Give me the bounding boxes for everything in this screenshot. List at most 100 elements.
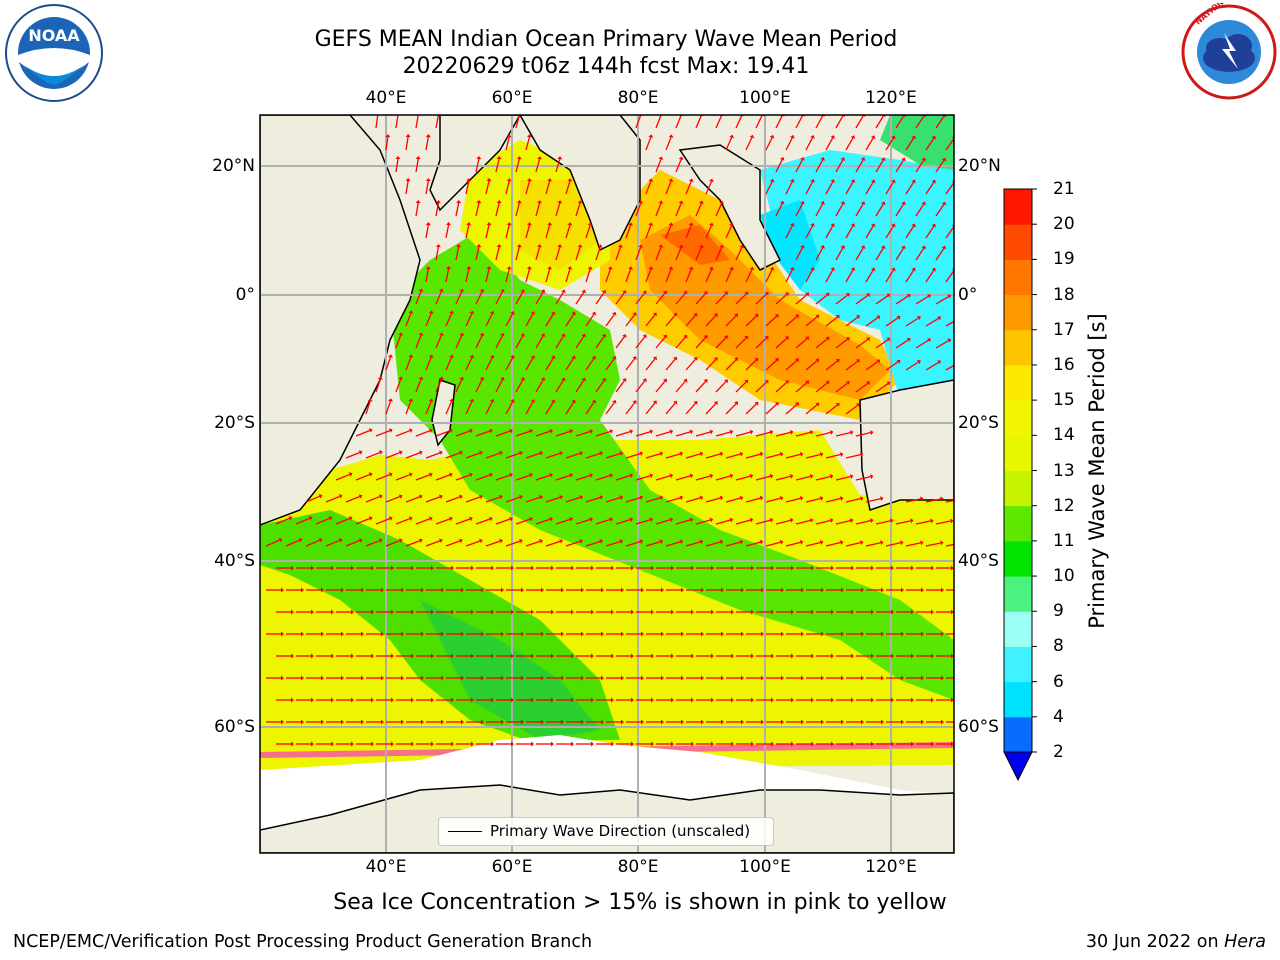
wave-arrow-head [771, 653, 774, 659]
wave-arrow-shaft [705, 403, 717, 415]
wave-arrow-head [771, 741, 774, 747]
wave-arrow-shaft [485, 496, 501, 503]
wave-arrow-shaft [635, 475, 651, 481]
wave-arrow-head [698, 244, 704, 249]
wave-arrow-head [581, 289, 586, 294]
wave-arrow-head [448, 516, 453, 522]
wave-arrow-head [805, 380, 810, 385]
wave-arrow-head [381, 719, 384, 725]
wave-arrow-head [941, 587, 944, 593]
wave-arrow-shaft [695, 431, 711, 437]
wave-arrow-shaft [725, 269, 733, 283]
wave-arrow-head [622, 378, 627, 382]
wave-arrow-shaft [915, 295, 929, 305]
wave-arrow-shaft [795, 431, 811, 437]
wave-arrow-head [321, 675, 324, 681]
wave-arrow-head [421, 587, 424, 593]
wave-arrow-shaft [475, 291, 483, 305]
wave-arrow-head [721, 675, 724, 681]
wave-arrow-shaft [735, 381, 747, 393]
wave-arrow-shaft [495, 518, 511, 525]
wave-arrow-shaft [815, 115, 824, 129]
wave-arrow-head [599, 539, 604, 544]
lon-tick-top: 40°E [365, 88, 407, 108]
wave-arrow-head [971, 742, 974, 747]
wave-arrow-shaft [805, 225, 814, 239]
wave-arrow-head [850, 135, 856, 139]
wave-arrow-head [510, 311, 515, 315]
wave-arrow-shaft [885, 542, 901, 547]
wave-arrow-head [451, 565, 454, 571]
colorbar-tick-label: 18 [1053, 284, 1075, 305]
wave-arrow-shaft [725, 225, 733, 239]
wave-arrow-shaft [425, 313, 432, 327]
wave-arrow-head [607, 266, 613, 270]
wave-arrow-head [511, 653, 514, 659]
wave-arrow-shaft [825, 541, 841, 547]
wave-arrow-shaft [465, 496, 481, 503]
wave-arrow-shaft [665, 225, 672, 239]
wave-arrow-head [749, 266, 755, 271]
wave-arrow-head [815, 314, 820, 319]
wave-arrow-head [391, 741, 394, 747]
wave-arrow-head [851, 609, 854, 615]
wave-arrow-head [850, 223, 856, 227]
wave-arrow-head [601, 333, 607, 338]
lat-tick-left: 60°S [214, 717, 255, 737]
wave-arrow-head [550, 311, 556, 316]
wave-arrow-shaft [415, 158, 419, 173]
wave-arrow-shaft [495, 335, 503, 349]
wave-arrow-shaft [775, 337, 788, 349]
wave-arrow-head [693, 400, 698, 405]
wave-arrow-shaft [655, 203, 662, 217]
wave-arrow-head [530, 311, 536, 315]
wave-arrow-shaft [585, 452, 601, 459]
wave-arrow-head [779, 539, 784, 545]
australia-land [859, 379, 954, 511]
wave-arrow-shaft [415, 291, 422, 305]
wave-arrow-shaft [665, 314, 676, 327]
wave-arrow-shaft [555, 335, 564, 349]
wave-arrow-head [461, 631, 464, 637]
wave-arrow-head [451, 609, 454, 615]
wave-arrow-head [701, 631, 704, 637]
wave-arrow-shaft [775, 431, 791, 437]
wave-arrow-head [500, 288, 505, 293]
wave-arrow-shaft [525, 496, 541, 503]
map-legend: Primary Wave Direction (unscaled) [438, 817, 774, 846]
wave-arrow-head [815, 358, 820, 363]
wave-arrow-shaft [505, 540, 521, 547]
wave-arrow-shaft [725, 359, 737, 371]
wave-arrow-head [428, 310, 434, 315]
wave-arrow-head [855, 403, 860, 408]
wave-arrow-head [962, 246, 966, 250]
wave-arrow-shaft [915, 203, 925, 217]
wave-arrow-shaft [845, 497, 861, 503]
wave-arrow-head [496, 244, 502, 248]
wave-arrow-head [591, 741, 594, 747]
wave-arrow-head [391, 697, 394, 703]
wave-arrow-shaft [475, 246, 480, 261]
wave-arrow-shaft [725, 137, 733, 151]
wave-arrow-shaft [785, 360, 798, 371]
wave-arrow-head [500, 332, 505, 337]
wave-arrow-head [721, 587, 724, 593]
wave-arrow-shaft [845, 181, 854, 195]
wave-arrow-shaft [685, 225, 692, 239]
wave-arrow-shaft [735, 519, 751, 525]
wave-arrow-head [661, 719, 664, 725]
wave-arrow-head [569, 517, 573, 522]
wave-arrow-head [671, 741, 674, 747]
wave-arrow-shaft [805, 404, 818, 415]
wave-arrow-head [679, 451, 684, 457]
wave-arrow-shaft [565, 401, 575, 415]
wave-arrow-head [601, 631, 604, 637]
wave-arrow-shaft [665, 358, 676, 371]
wave-arrow-shaft [455, 518, 471, 525]
wave-arrow-shaft [785, 404, 798, 415]
wave-arrow-shaft [745, 541, 761, 547]
wave-arrow-shaft [715, 519, 731, 525]
wave-arrow-head [471, 653, 474, 659]
wave-arrow-head [557, 156, 563, 160]
wave-arrow-head [367, 398, 373, 402]
